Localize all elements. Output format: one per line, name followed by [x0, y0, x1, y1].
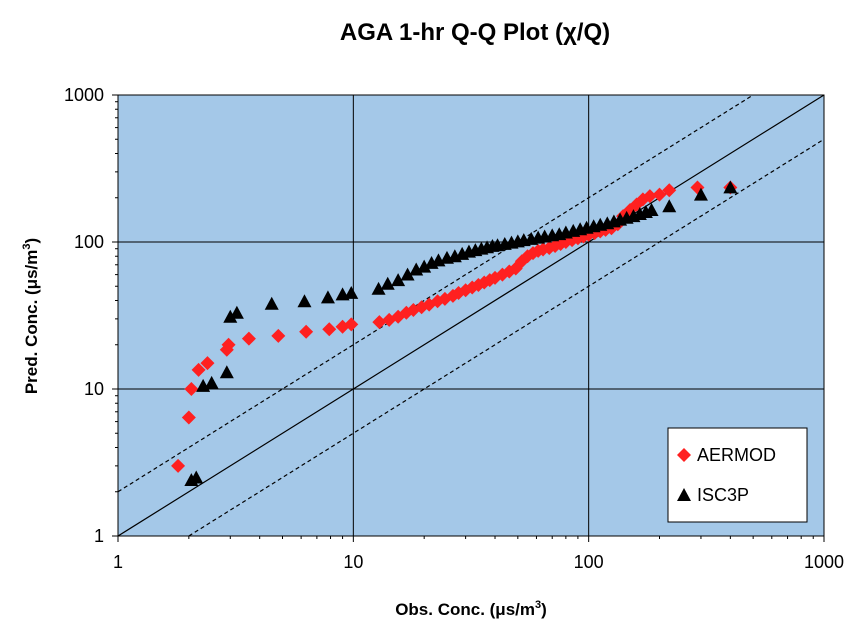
legend-aermod-marker: [677, 448, 691, 462]
isc3p-point: [223, 309, 238, 323]
aermod-point: [299, 324, 314, 339]
isc3p-point: [320, 290, 335, 304]
y-tick-label: 10: [84, 379, 104, 399]
x-tick-label: 1000: [804, 552, 844, 572]
legend-aermod-label: AERMOD: [697, 445, 776, 465]
grid-lines: [118, 95, 824, 536]
aermod-point: [184, 382, 199, 396]
aermod-point: [200, 356, 215, 371]
legend-box: [667, 427, 808, 523]
aermod-point: [344, 317, 359, 332]
x-tick-label: 100: [574, 552, 604, 572]
isc3p-point: [371, 281, 386, 295]
aermod-point: [191, 362, 206, 377]
isc3p-point: [189, 470, 204, 484]
isc3p-point: [380, 276, 395, 290]
aermod-point: [241, 331, 256, 346]
aermod-point: [271, 328, 286, 343]
isc3p-point: [344, 285, 359, 299]
y-tick-label: 1000: [64, 85, 104, 105]
isc3p-point: [219, 365, 234, 379]
isc3p-point: [662, 199, 677, 213]
isc3p-point: [400, 267, 415, 281]
isc3p-point: [693, 187, 708, 201]
isc3p-point: [644, 203, 659, 216]
legend-isc3p-marker: [677, 488, 691, 501]
isc3p-point: [723, 180, 738, 194]
aermod-point: [662, 183, 677, 198]
aermod-point: [221, 337, 236, 352]
aermod-point: [642, 189, 657, 204]
chart-title: AGA 1-hr Q-Q Plot (χ/Q): [340, 19, 610, 46]
isc3p-point: [264, 296, 279, 310]
data-points: [171, 180, 738, 487]
reference-lines: [117, 94, 825, 537]
axis-ticks: 1 10 100 1000 1 10 100 1000: [64, 85, 844, 572]
aermod-point: [171, 458, 186, 473]
one-to-one-line: [117, 94, 825, 537]
legend: AERMOD ISC3P: [667, 427, 808, 523]
aermod-point: [322, 322, 337, 337]
x-tick-label: 1: [113, 552, 123, 572]
aermod-point: [181, 410, 196, 425]
factor-of-two-line: [188, 138, 825, 537]
aermod-point: [372, 315, 387, 330]
aermod-point: [652, 187, 667, 202]
x-axis-label: Obs. Conc. (μs/m3): [395, 599, 547, 619]
isc3p-point: [229, 305, 244, 319]
y-tick-label: 1: [94, 526, 104, 546]
y-axis-label: Pred. Conc. (μs/m3): [21, 238, 41, 394]
isc3p-point: [204, 375, 219, 389]
factor-of-two-line: [117, 94, 754, 493]
isc3p-point: [391, 273, 406, 287]
x-tick-label: 10: [343, 552, 363, 572]
y-tick-label: 100: [74, 232, 104, 252]
legend-isc3p-label: ISC3P: [697, 485, 749, 505]
isc3p-point: [417, 259, 432, 273]
aermod-point: [502, 264, 517, 279]
isc3p-point: [297, 294, 312, 308]
